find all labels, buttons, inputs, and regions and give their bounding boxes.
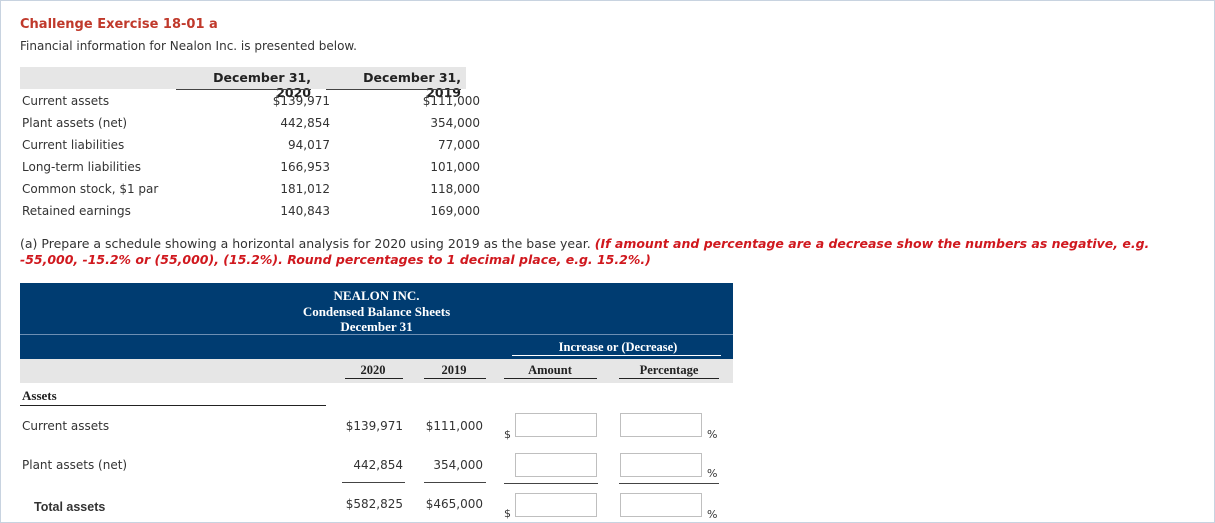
exercise-subtitle: Financial information for Nealon Inc. is…: [20, 39, 357, 53]
col-underline: [345, 378, 403, 379]
increase-decrease-rule: [512, 355, 721, 356]
currency-symbol: $: [504, 507, 511, 520]
data-table-row: Common stock, $1 par 181,012 118,000: [20, 178, 480, 200]
row-value-2020: $139,971: [272, 94, 330, 108]
col-header-percentage: Percentage: [639, 363, 699, 377]
row-label: Retained earnings: [22, 204, 131, 218]
percentage-input-plant-assets[interactable]: [620, 453, 702, 477]
schedule-title: NEALON INC. Condensed Balance Sheets Dec…: [20, 288, 733, 335]
sum-rule: [342, 482, 405, 483]
data-table-row: Retained earnings 140,843 169,000: [20, 200, 480, 222]
sum-rule: [504, 483, 598, 484]
exercise-title: Challenge Exercise 18-01 a: [20, 17, 218, 32]
instructions-text: (a) Prepare a schedule showing a horizon…: [20, 236, 591, 251]
percentage-input-total-assets[interactable]: [620, 493, 702, 517]
col-header-2019: 2019: [441, 363, 467, 377]
row-value-2019: 77,000: [438, 138, 480, 152]
row-value-2020: 166,953: [280, 160, 330, 174]
row-value-2020: 94,017: [288, 138, 330, 152]
schedule-value-2020: 442,854: [353, 458, 403, 472]
schedule-value-2019: $465,000: [425, 497, 483, 511]
col-underline: [619, 378, 719, 379]
row-value-2020: 181,012: [280, 182, 330, 196]
row-value-2020: 442,854: [280, 116, 330, 130]
data-table-row: Current assets $139,971 $111,000: [20, 90, 480, 112]
column-header-bar: [20, 359, 733, 383]
schedule-row-label: Plant assets (net): [22, 458, 128, 472]
percentage-input-current-assets[interactable]: [620, 413, 702, 437]
data-table-row: Plant assets (net) 442,854 354,000: [20, 112, 480, 134]
percent-symbol: %: [707, 467, 718, 480]
instructions-emphasis: (If amount and percentage are a decrease…: [20, 236, 1150, 267]
col-header-2020: 2020: [360, 363, 386, 377]
row-value-2019: 169,000: [430, 204, 480, 218]
amount-input-total-assets[interactable]: [515, 493, 597, 517]
company-name: NEALON INC.: [333, 288, 420, 303]
amount-input-plant-assets[interactable]: [515, 453, 597, 477]
statement-date: December 31: [340, 319, 413, 334]
percent-symbol: %: [707, 428, 718, 441]
row-value-2019: $111,000: [422, 94, 480, 108]
schedule-value-2020: $582,825: [345, 497, 403, 511]
col-underline: [424, 378, 486, 379]
data-table-row: Current liabilities 94,017 77,000: [20, 134, 480, 156]
row-value-2019: 118,000: [430, 182, 480, 196]
row-label: Current liabilities: [22, 138, 125, 152]
row-label: Plant assets (net): [22, 116, 128, 130]
data-table-row: Long-term liabilities 166,953 101,000: [20, 156, 480, 178]
schedule-value-2020: $139,971: [345, 419, 403, 433]
row-value-2019: 101,000: [430, 160, 480, 174]
currency-symbol: $: [504, 428, 511, 441]
schedule-row-label-total: Total assets: [34, 500, 106, 514]
col-underline: [504, 378, 597, 379]
row-label: Long-term liabilities: [22, 160, 141, 174]
percent-symbol: %: [707, 508, 718, 521]
data-table-col-2020: December 31, 2020: [213, 70, 311, 100]
col-header-amount: Amount: [528, 363, 572, 377]
data-table-col-2019: December 31, 2019: [363, 70, 461, 100]
amount-input-current-assets[interactable]: [515, 413, 597, 437]
increase-decrease-header: Increase or (Decrease): [558, 340, 678, 354]
data-table-header-bar: [20, 67, 466, 89]
row-label: Common stock, $1 par: [22, 182, 159, 196]
schedule-value-2019: $111,000: [425, 419, 483, 433]
sum-rule: [619, 483, 719, 484]
sum-rule: [424, 482, 486, 483]
schedule-row-label: Current assets: [22, 419, 110, 433]
instructions: (a) Prepare a schedule showing a horizon…: [20, 236, 1200, 268]
statement-name: Condensed Balance Sheets: [302, 303, 451, 319]
data-table-col-rule: [326, 89, 461, 90]
row-value-2019: 354,000: [430, 116, 480, 130]
schedule-value-2019: 354,000: [433, 458, 483, 472]
row-value-2020: 140,843: [280, 204, 330, 218]
section-rule: [20, 405, 326, 406]
section-label-assets: Assets: [22, 388, 57, 403]
row-label: Current assets: [22, 94, 110, 108]
data-table-col-rule: [176, 89, 311, 90]
